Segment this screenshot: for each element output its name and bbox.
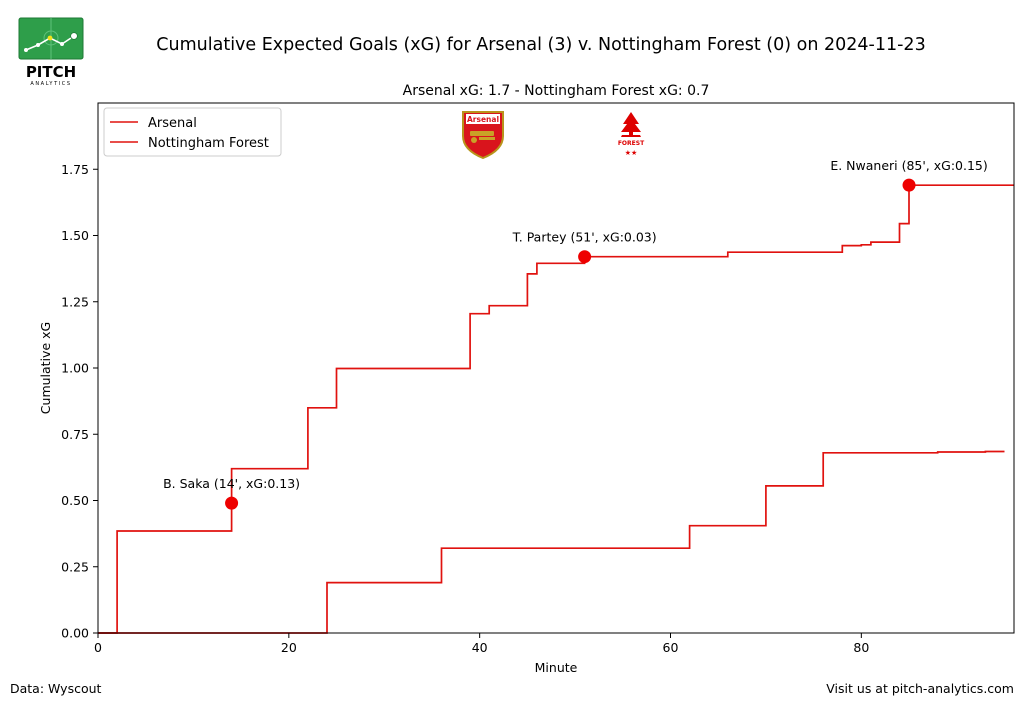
- legend: Arsenal Nottingham Forest: [103, 107, 282, 157]
- axis-ticks: 0 20 40 60 80 0.00 0.25 0.50 0.75 1.00 1.25 1.50 1.7…: [61, 162, 869, 655]
- goal-label: B. Saka (14', xG:0.13): [163, 476, 300, 491]
- x-tick-label: 0: [94, 640, 102, 655]
- legend-box: [103, 107, 282, 157]
- legend-label-arsenal: Arsenal: [148, 116, 197, 131]
- goal-marker: [902, 178, 916, 192]
- x-axis-label: Minute: [535, 660, 578, 675]
- website-link[interactable]: Visit us at pitch-analytics.com: [826, 681, 1014, 696]
- y-tick-label: 0.00: [61, 626, 89, 641]
- x-tick-label: 80: [853, 640, 869, 655]
- y-tick-label: 1.75: [61, 162, 89, 177]
- y-tick-label: 1.25: [61, 294, 89, 309]
- legend-label-forest: Nottingham Forest: [148, 136, 269, 151]
- logo-subtext: ANALYTICS: [30, 81, 71, 87]
- x-tick-label: 20: [281, 640, 297, 655]
- logo-text: PITCH: [26, 63, 76, 81]
- series-line-nottingham-forest: [98, 450, 1005, 634]
- forest-badge-text: FOREST: [618, 140, 645, 147]
- x-tick-label: 40: [472, 640, 488, 655]
- arsenal-badge: Arsenal: [462, 111, 504, 160]
- y-tick-label: 1.00: [61, 361, 89, 376]
- y-tick-label: 0.75: [61, 427, 89, 442]
- nottingham-forest-badge: FOREST ★★: [618, 112, 645, 157]
- chart-title: Cumulative Expected Goals (xG) for Arsen…: [156, 35, 925, 55]
- data-source-text: Data: Wyscout: [10, 681, 102, 696]
- chart-subtitle: Arsenal xG: 1.7 - Nottingham Forest xG: …: [403, 83, 710, 99]
- y-axis-label: Cumulative xG: [38, 322, 53, 414]
- y-tick-label: 0.25: [61, 559, 89, 574]
- goal-marker: [578, 250, 592, 264]
- plot-frame: [97, 102, 1015, 634]
- series-line-arsenal: [98, 184, 1014, 634]
- goal-markers: B. Saka (14', xG:0.13) T. Partey (51', xG…: [163, 158, 988, 510]
- y-tick-label: 1.50: [61, 228, 89, 243]
- arsenal-badge-text: Arsenal: [467, 115, 499, 124]
- y-tick-label: 0.50: [61, 493, 89, 508]
- goal-label: E. Nwaneri (85', xG:0.15): [830, 158, 987, 173]
- goal-label: T. Partey (51', xG:0.03): [512, 230, 657, 245]
- series-lines: [98, 184, 1014, 634]
- goal-marker: [225, 496, 239, 510]
- pitch-analytics-logo: PITCH ANALYTICS: [18, 17, 84, 87]
- x-tick-label: 60: [663, 640, 679, 655]
- forest-stars-icon: ★★: [625, 149, 638, 157]
